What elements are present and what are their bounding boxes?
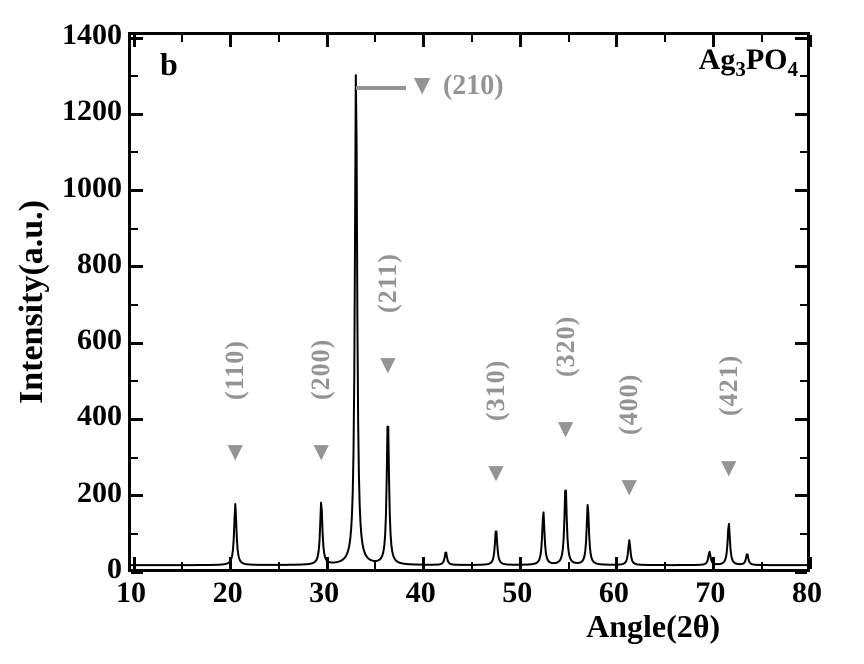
x-tick-label: 70 — [695, 576, 725, 610]
x-tick-label: 50 — [502, 576, 532, 610]
y-tick-label: 1000 — [62, 171, 122, 205]
peak-label-210: ▼ (210) — [408, 70, 503, 102]
y-tick-label: 400 — [77, 399, 122, 433]
peak-label: (200)▼ — [305, 371, 337, 465]
xrd-trace — [128, 32, 810, 572]
x-axis-label: Angle(2θ) — [586, 608, 720, 645]
peak-label: (310)▼ — [480, 392, 512, 486]
peak-label: (320)▼ — [550, 348, 582, 442]
x-tick-label: 20 — [213, 576, 243, 610]
y-tick-label: 600 — [77, 323, 122, 357]
y-axis-label: Intensity(a.u.) — [13, 200, 51, 404]
peak-label: (110)▼ — [219, 371, 251, 465]
x-tick-label: 60 — [599, 576, 629, 610]
y-tick-label: 1400 — [62, 18, 122, 52]
peak-label: (211)▼ — [372, 284, 404, 378]
y-tick-label: 200 — [77, 476, 122, 510]
x-tick-label: 30 — [309, 576, 339, 610]
x-tick-label: 80 — [792, 576, 822, 610]
y-tick-label: 0 — [107, 552, 122, 586]
y-tick-label: 1200 — [62, 94, 122, 128]
peak-leader-line — [356, 86, 406, 90]
y-tick-label: 800 — [77, 247, 122, 281]
figure-container: { "chart": { "type": "xrd-line", "width_… — [0, 0, 864, 664]
peak-label: (421)▼ — [713, 387, 745, 481]
x-tick-label: 40 — [406, 576, 436, 610]
peak-label: (400)▼ — [613, 406, 645, 500]
